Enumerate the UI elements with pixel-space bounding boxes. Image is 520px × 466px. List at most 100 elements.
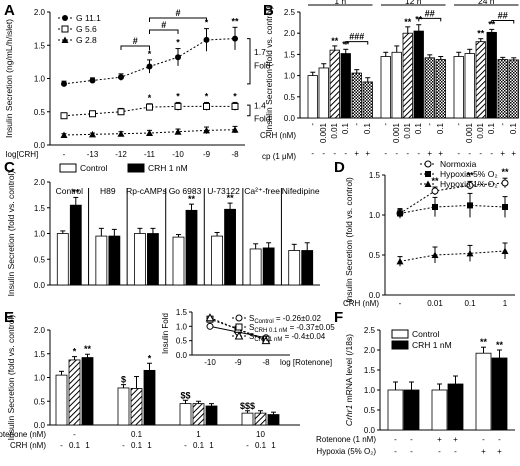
panel-a-point: [89, 130, 96, 138]
panel-d-y-tick-label: 1.5: [369, 171, 381, 180]
panel-c-bar: [288, 250, 301, 286]
panel-f-bar: [387, 389, 404, 431]
panel-f-y-label: Crhr1 mRNA level (/18s): [344, 334, 354, 426]
panel-f-hypoxia-value: -: [438, 447, 441, 456]
panel-f-hypoxia-value: +: [481, 447, 486, 456]
panel-b-bar: [464, 53, 475, 119]
panel-b-bar: [453, 56, 464, 119]
panel-b-bar: [486, 31, 497, 119]
panel-d-series-line: [399, 204, 506, 214]
panel-b-cp-value: +: [438, 149, 443, 158]
panel-e-rotenone-value: 0.1: [131, 430, 143, 439]
panel-a-x-tick-label: -9: [203, 150, 211, 159]
panel-e-inset-legend-subscript: CRH 1 nM: [254, 337, 282, 343]
panel-e-bar: [254, 412, 267, 426]
panel-a-point: [174, 102, 182, 110]
panel-f-hypoxia-value: +: [497, 447, 502, 456]
panel-a-point: [61, 80, 67, 87]
panel-f-legend-label: CRH 1 nM: [412, 340, 452, 350]
panel-c-y-tick-label: 0.5: [34, 255, 46, 264]
panel-a-point: [118, 74, 124, 81]
panel-c-y-tick-label: 2.0: [34, 178, 46, 187]
panel-e-inset-point: [261, 336, 271, 345]
panel-f-rotenone-value: +: [453, 435, 458, 444]
panel-b-y-tick-label: 1.5: [284, 50, 296, 59]
panel-e-inset-legend-symbol: S: [249, 323, 254, 332]
panel-c-bar: [224, 208, 236, 286]
panel-b-bar: [508, 59, 519, 119]
panel-b-group-label: 24 h: [478, 0, 495, 6]
panel-f-y-tick-label: 1.5: [364, 366, 376, 375]
panel-d-point: [502, 204, 508, 210]
panel-d-point: [432, 204, 438, 210]
panel-a-legend-label: G 5.6: [76, 24, 97, 34]
panel-e-bar: [179, 403, 192, 426]
panel-e-bar: [267, 414, 280, 426]
panel-b-bar: [497, 59, 508, 119]
panel-a-significance: *: [176, 91, 180, 101]
panel-a-x-label: log[CRH]: [6, 150, 38, 159]
panel-d-point: [431, 187, 439, 195]
panel-b-bar: [413, 30, 424, 119]
panel-f-rotenone-value: -: [482, 435, 485, 444]
panel-f-legend-swatch: [391, 340, 409, 350]
panel-d-y-tick-label: 0.0: [369, 291, 381, 300]
panel-d-y-label: Insulin Secretion (fold vs. control): [344, 177, 354, 303]
panel-c-bar: [185, 209, 198, 286]
panel-b-group-label: 12 h: [405, 0, 422, 6]
panel-d-significance: **: [501, 167, 509, 177]
panel-e-y-tick-label: 2.0: [34, 326, 46, 335]
panel-e-crh-value: 0.1: [69, 441, 81, 450]
panel-d-y-tick-label: 1.0: [369, 211, 381, 220]
panel-f-hypoxia-value: -: [454, 447, 457, 456]
panel-d-legend-label: Normoxia: [440, 159, 477, 169]
panel-a-x-tick-label: -8: [231, 150, 239, 159]
panel-b-y-tick-label: 1.0: [284, 72, 296, 81]
panel-a-point: [203, 126, 210, 134]
panel-e-crh-value: -: [246, 441, 249, 450]
panel-b-bracket-label: ##: [498, 10, 508, 20]
panel-b-cp-value: -: [457, 149, 460, 158]
panel-a-x-tick-label: -12: [115, 150, 127, 159]
panel-c-category-label: H89: [100, 186, 116, 196]
panel-b-bracket-label: ###: [349, 32, 364, 42]
panel-b-bracket: [345, 41, 369, 45]
panel-b-crh-value: -: [498, 123, 507, 126]
panel-b-crh-value: 0.1: [436, 122, 445, 134]
panel-d-point: [501, 179, 509, 187]
panel-b-bar: [340, 53, 351, 119]
panel-b-cp-value: +: [354, 149, 359, 158]
panel-b-crh-value: -: [308, 123, 317, 126]
panel-c-significance: **: [188, 194, 196, 204]
panel-b-y-tick-label: 2.5: [284, 8, 296, 17]
panel-e-bar: [81, 357, 94, 426]
panel-c-bar: [301, 250, 314, 286]
panel-e-crh-value: 1: [147, 441, 152, 450]
panel-b-bracket: [491, 19, 515, 24]
panel-d-significance: **: [431, 176, 439, 186]
panel-e-inset-legend-marker: [234, 331, 244, 340]
panel-a-bracket-label: #: [175, 8, 180, 18]
panel-b-cp-value: -: [333, 149, 336, 158]
panel-f-hypoxia-label: Hypoxia (5% O₂): [316, 447, 376, 456]
panel-b-significance: **: [404, 17, 412, 27]
panel-b-cp-value: -: [468, 149, 471, 158]
panel-e-crh-value: 0.1: [193, 441, 205, 450]
panel-a-point: [203, 102, 210, 110]
panel-c-bar: [172, 236, 185, 286]
panel-f-rotenone-label: Rotenone (1 nM): [316, 435, 376, 444]
panel-c-significance: **: [227, 193, 235, 203]
panel-a-point: [175, 54, 181, 61]
panel-c-bar: [69, 204, 82, 286]
panel-e-crh-value: 1: [271, 441, 276, 450]
panel-a-point: [89, 110, 96, 118]
panel-e: 0.0 0.5 1.0 1.5 2.0 Insulin Secretion (fold v…: [0, 308, 335, 450]
panel-a-fold-word: Fold: [254, 61, 271, 71]
panel-e-inset-legend-symbol: S: [249, 314, 254, 323]
panel-e-bar: [55, 374, 68, 426]
panel-a-significance: *: [176, 38, 180, 48]
panel-c-y-label: Insulin Secretion (fold vs. control): [6, 171, 16, 297]
panel-f-rotenone-value: -: [394, 435, 397, 444]
panel-e-rotenone-value: 10: [256, 430, 265, 439]
panel-c-bar: [249, 248, 262, 286]
